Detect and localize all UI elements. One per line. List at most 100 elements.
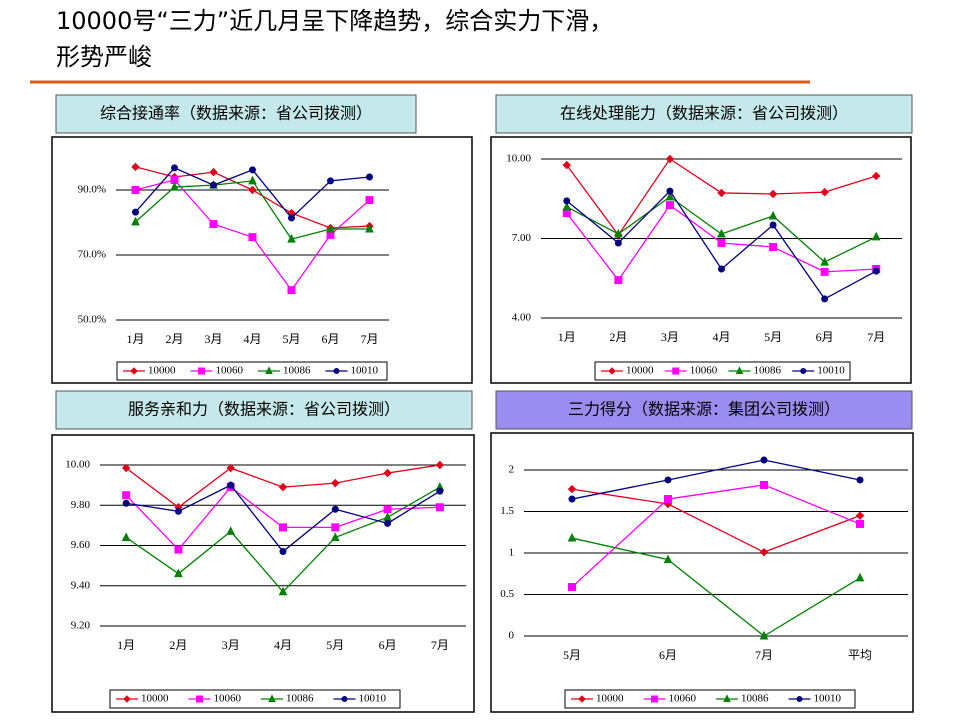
y-tick-label: 1.5 <box>500 505 514 517</box>
x-tick-label: 平均 <box>848 648 872 662</box>
legend-label: 10060 <box>690 365 718 377</box>
x-tick-label: 5月 <box>282 332 300 346</box>
chart-frame <box>51 434 475 713</box>
data-point <box>174 507 182 515</box>
data-point <box>759 630 769 640</box>
data-point <box>664 476 672 484</box>
legend-label: 10010 <box>359 693 387 705</box>
data-point <box>663 554 673 564</box>
y-tick-label: 9.20 <box>71 620 91 632</box>
legend-marker <box>130 367 138 375</box>
data-point <box>226 526 236 535</box>
x-tick-label: 2月 <box>609 330 627 344</box>
legend-marker <box>341 696 348 702</box>
data-point <box>248 175 257 185</box>
x-tick-label: 7月 <box>867 330 885 344</box>
x-tick-label: 7月 <box>431 638 449 652</box>
data-point <box>717 228 726 238</box>
y-tick-label: 0 <box>509 630 515 642</box>
x-tick-label: 6月 <box>379 638 397 652</box>
y-tick-label: 1 <box>509 547 515 559</box>
x-tick-label: 3月 <box>204 332 222 346</box>
data-point <box>287 286 296 295</box>
series-line <box>571 537 861 637</box>
chart-title-box <box>55 94 417 134</box>
x-tick-label: 2月 <box>169 638 187 652</box>
data-point <box>666 187 674 195</box>
data-point <box>121 532 131 541</box>
data-point <box>279 548 287 556</box>
y-tick-label: 10.00 <box>506 153 531 165</box>
data-point <box>326 223 335 233</box>
legend-label: 10086 <box>283 365 311 377</box>
x-tick-label: 4月 <box>712 330 730 344</box>
y-tick-label: 50.0% <box>78 314 106 326</box>
data-point <box>856 519 864 528</box>
data-point <box>567 484 577 494</box>
data-point <box>131 186 140 194</box>
data-point <box>769 221 777 229</box>
data-point <box>248 185 257 195</box>
data-point <box>122 499 130 507</box>
legend-marker <box>672 367 680 375</box>
chart-frame <box>51 136 473 384</box>
legend-box <box>564 689 856 709</box>
data-point <box>664 495 672 504</box>
data-point <box>327 177 334 185</box>
y-tick-label: 0.5 <box>500 588 514 600</box>
slide-title: 形势严峻 <box>56 43 152 71</box>
data-point <box>820 267 829 276</box>
x-tick-label: 1月 <box>117 638 135 652</box>
x-tick-label: 7月 <box>360 332 378 346</box>
x-tick-label: 4月 <box>274 638 292 652</box>
legend-marker <box>651 695 658 703</box>
legend-label: 10086 <box>741 693 769 705</box>
data-point <box>562 209 571 218</box>
x-tick-label: 6月 <box>321 332 339 346</box>
data-point <box>209 220 218 229</box>
data-point <box>665 154 675 164</box>
data-point <box>383 505 392 514</box>
chart-frame <box>490 432 914 713</box>
data-point <box>855 511 865 520</box>
data-point <box>769 242 778 251</box>
x-tick-label: 6月 <box>659 648 677 662</box>
chart-frame <box>490 136 912 384</box>
y-tick-label: 4.00 <box>512 312 532 324</box>
x-tick-label: 3月 <box>661 330 679 344</box>
y-tick-label: 7.00 <box>512 232 532 244</box>
series-line <box>571 459 861 500</box>
data-point <box>174 545 183 554</box>
data-point <box>567 532 577 542</box>
x-tick-label: 5月 <box>764 330 782 344</box>
series-line <box>571 488 861 553</box>
data-point <box>121 463 131 473</box>
y-tick-label: 70.0% <box>78 249 106 261</box>
chart-title: 在线处理能力（数据来源：省公司拨测） <box>560 104 848 123</box>
legend-marker <box>608 367 616 375</box>
x-tick-label: 2月 <box>165 332 183 346</box>
data-point <box>435 460 445 470</box>
data-point <box>665 201 674 210</box>
data-point <box>331 505 339 513</box>
data-point <box>568 495 576 503</box>
legend-box <box>594 361 851 381</box>
legend-marker <box>268 694 276 702</box>
legend-label: 10010 <box>817 365 845 377</box>
legend-marker <box>735 366 744 374</box>
legend-label: 10010 <box>351 365 379 377</box>
data-point <box>131 216 140 226</box>
legend-label: 10000 <box>596 693 624 705</box>
x-tick-label: 1月 <box>558 330 576 344</box>
legend-label: 10086 <box>286 693 314 705</box>
data-point <box>568 583 576 592</box>
data-point <box>436 487 444 495</box>
data-point <box>171 164 178 172</box>
data-point <box>383 468 392 478</box>
data-point <box>331 478 340 488</box>
data-point <box>856 476 864 484</box>
legend-label: 10060 <box>216 365 244 377</box>
x-tick-label: 1月 <box>126 332 144 346</box>
data-point <box>131 162 140 172</box>
data-point <box>665 191 675 201</box>
